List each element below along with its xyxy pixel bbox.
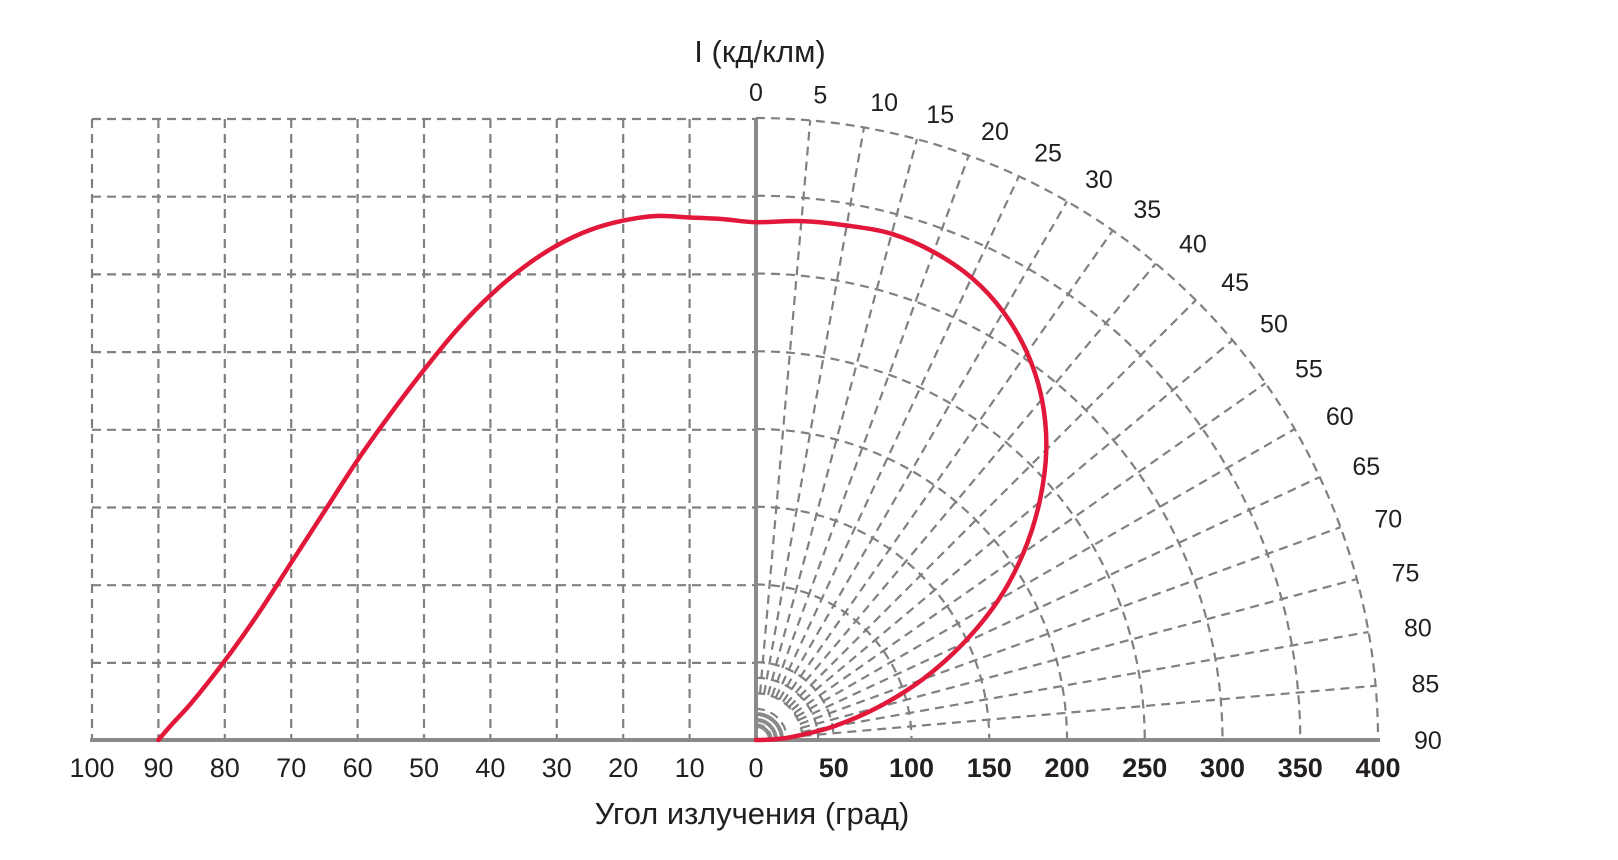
angle-label: 60 <box>1326 403 1354 431</box>
angle-label: 20 <box>981 118 1009 146</box>
polar-spoke <box>758 120 812 694</box>
x-tick-label-right: 100 <box>889 753 934 783</box>
x-tick-label-right: 150 <box>967 753 1012 783</box>
polar-spoke <box>767 138 919 696</box>
x-tick-label-left: 20 <box>608 753 638 783</box>
angle-label: 40 <box>1179 231 1207 259</box>
x-axis-title: Угол излучения (град) <box>595 796 910 831</box>
angle-label: 70 <box>1374 505 1402 533</box>
x-tick-label-right: 200 <box>1044 753 1089 783</box>
x-tick-label-left: 100 <box>69 753 114 783</box>
grid-layer <box>90 116 1380 741</box>
angle-label: 65 <box>1352 453 1380 481</box>
x-tick-label-left: 40 <box>475 753 505 783</box>
polar-ring <box>755 350 1146 741</box>
polar-spoke <box>797 476 1321 722</box>
x-tick-label-right: 300 <box>1200 753 1245 783</box>
chart-title: I (кд/клм) <box>694 34 825 69</box>
x-tick-label-left: 10 <box>675 753 705 783</box>
x-tick-label-left: 30 <box>542 753 572 783</box>
polar-ring <box>755 692 804 741</box>
x-tick-label-right: 350 <box>1278 753 1323 783</box>
polar-spoke <box>791 339 1234 711</box>
x-tick-label-right: 250 <box>1122 753 1167 783</box>
polar-spoke <box>763 127 866 695</box>
x-tick-label-left: 70 <box>276 753 306 783</box>
polar-spoke <box>781 229 1114 703</box>
polar-spoke <box>795 428 1296 718</box>
polar-spoke <box>785 262 1157 705</box>
axis-layer <box>90 119 1380 742</box>
x-tick-label-right: 50 <box>819 753 849 783</box>
x-tick-label-left: 60 <box>343 753 373 783</box>
angle-label: 50 <box>1260 310 1288 338</box>
polar-spoke <box>802 684 1376 738</box>
polar-inner-arc <box>755 712 784 741</box>
angle-label: 0 <box>749 79 763 107</box>
angle-label: 10 <box>870 89 898 117</box>
polar-spoke <box>778 200 1068 701</box>
angle-label: 35 <box>1133 196 1161 224</box>
polar-ring <box>755 707 789 741</box>
label-layer: 100 90 80 70 60 50 40 30 20 10 0 50 100 150 200 250 300 3… <box>69 79 1441 783</box>
curve-layer <box>156 213 1049 743</box>
x-tick-label-left: 50 <box>409 753 439 783</box>
angle-label: 75 <box>1392 559 1420 587</box>
intensity-curve <box>156 213 1049 743</box>
polar-spoke <box>800 577 1358 729</box>
polar-ring <box>755 272 1224 741</box>
x-tick-label-right: 400 <box>1355 753 1400 783</box>
angle-label: 25 <box>1034 140 1062 168</box>
polar-spoke <box>793 382 1267 715</box>
x-tick-label-left: 0 <box>748 753 763 783</box>
polar-spoke <box>801 630 1369 733</box>
angle-label: 5 <box>813 81 827 109</box>
angle-label: 90 <box>1414 727 1442 755</box>
polar-spoke <box>774 175 1020 699</box>
angle-label: 85 <box>1411 671 1439 699</box>
angle-label: 45 <box>1221 269 1249 297</box>
angle-label: 55 <box>1295 355 1323 383</box>
angle-label: 80 <box>1404 614 1432 642</box>
x-tick-label-left: 80 <box>210 753 240 783</box>
polar-spoke <box>799 526 1341 726</box>
polar-spoke <box>770 155 970 697</box>
polar-ring <box>755 427 1069 741</box>
x-tick-label-left: 90 <box>143 753 173 783</box>
angle-label: 30 <box>1085 166 1113 194</box>
angle-label: 15 <box>926 101 954 129</box>
polar-spoke <box>788 299 1197 708</box>
